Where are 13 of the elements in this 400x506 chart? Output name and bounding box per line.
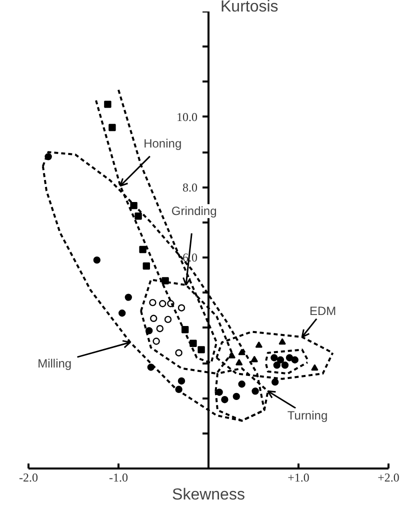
x-tick-label: +2.0 [378,470,400,484]
y-axis-title: Kurtosis [220,0,278,16]
annotation: Milling [38,356,72,370]
x-axis-title: Skewness [172,486,245,504]
y-tick-label: 10.0 [176,110,198,124]
annotation: Turning [287,408,328,422]
annotation: Honing [144,136,182,151]
x-tick-label: +1.0 [288,470,310,484]
annotation: Grinding [171,204,217,218]
x-tick-label: -2.0 [19,470,38,484]
y-tick-label: 8.0 [182,180,198,194]
annotation: EDM [309,304,336,318]
x-tick-label: -1.0 [109,470,128,484]
